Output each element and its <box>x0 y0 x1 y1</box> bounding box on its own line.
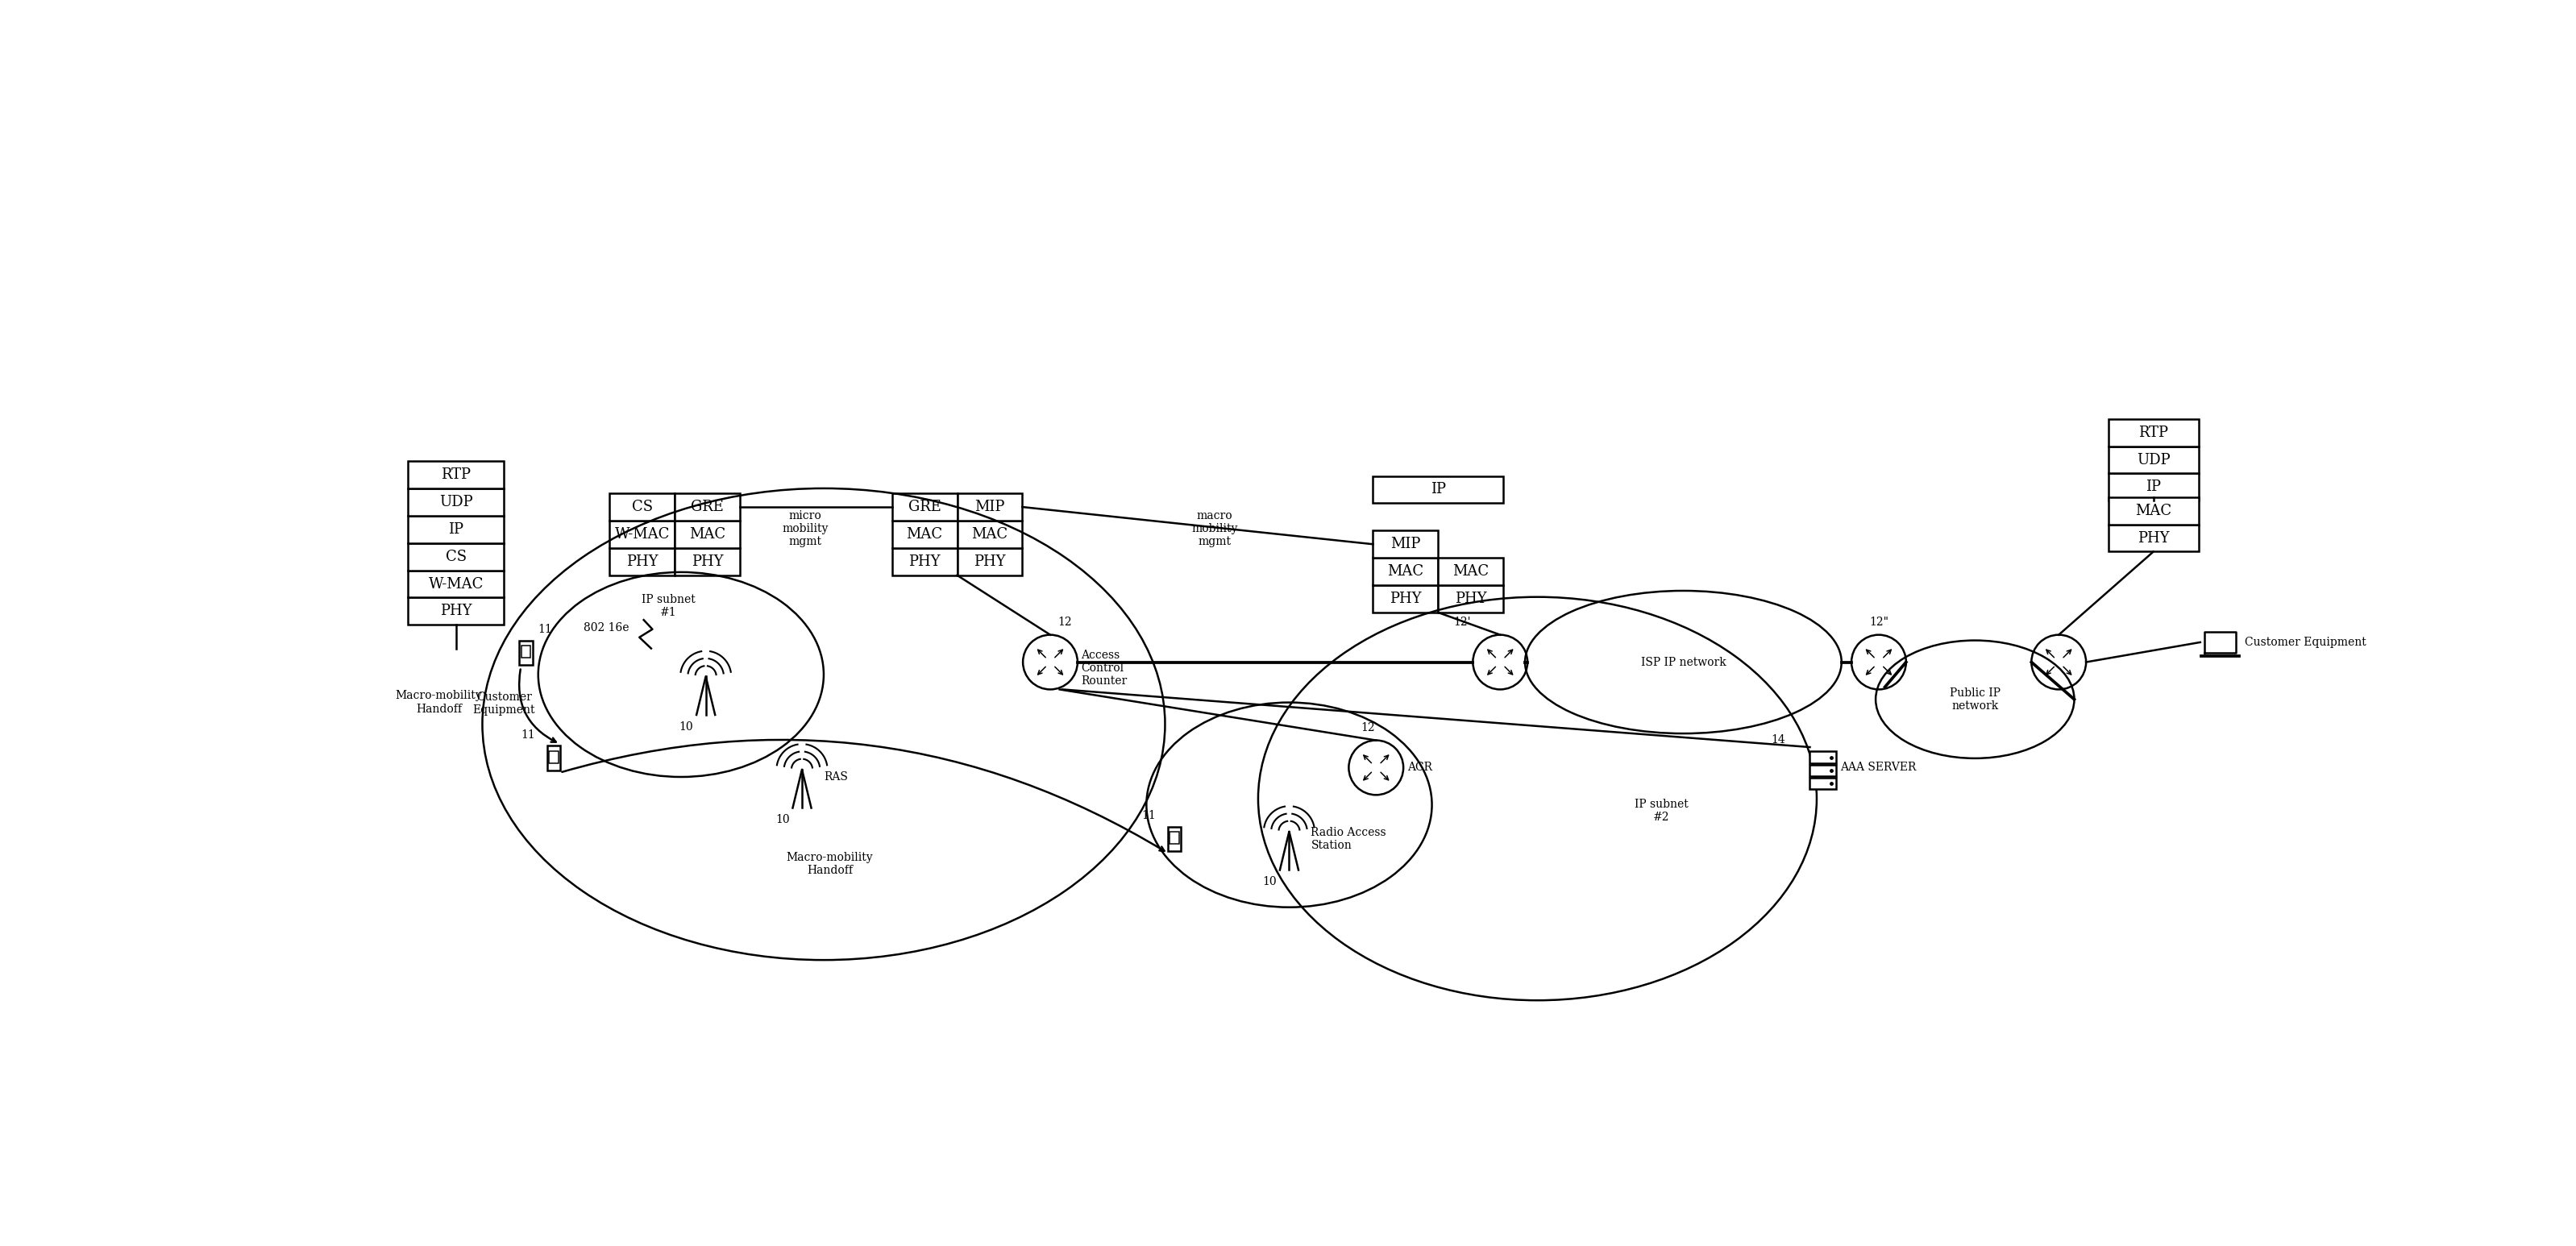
Text: PHY: PHY <box>690 554 724 569</box>
Text: micro
mobility
mgmt: micro mobility mgmt <box>783 510 829 547</box>
Bar <box>1170 831 1180 844</box>
Text: AAA SERVER: AAA SERVER <box>1839 763 1917 774</box>
Text: RAS: RAS <box>824 771 848 782</box>
Text: MIP: MIP <box>974 500 1005 515</box>
Text: IP subnet
#1: IP subnet #1 <box>641 594 696 618</box>
Bar <box>1373 558 1437 586</box>
Text: GRE: GRE <box>690 500 724 515</box>
Bar <box>1373 476 1504 503</box>
Text: Customer Equipment: Customer Equipment <box>2244 637 2367 648</box>
Bar <box>2107 446 2197 473</box>
Text: 11: 11 <box>538 624 551 635</box>
Bar <box>2107 497 2197 525</box>
Bar <box>407 543 505 571</box>
Text: GRE: GRE <box>909 500 940 515</box>
Circle shape <box>1350 740 1404 795</box>
Bar <box>675 548 739 576</box>
Text: ACR: ACR <box>1406 763 1432 774</box>
Text: PHY: PHY <box>1388 592 1422 606</box>
Text: UDP: UDP <box>438 495 474 510</box>
Bar <box>611 548 675 576</box>
Text: 11: 11 <box>520 730 536 741</box>
Bar <box>958 521 1023 548</box>
Bar <box>2107 525 2197 552</box>
Bar <box>2107 473 2197 501</box>
Text: PHY: PHY <box>2138 531 2169 546</box>
Bar <box>1811 765 1837 776</box>
Text: W-MAC: W-MAC <box>428 577 484 591</box>
Text: PHY: PHY <box>626 554 657 569</box>
Bar <box>611 521 675 548</box>
Text: RTP: RTP <box>2138 425 2169 440</box>
Bar <box>520 645 531 658</box>
Text: Macro-mobility
Handoff: Macro-mobility Handoff <box>397 690 482 715</box>
Bar <box>407 461 505 488</box>
Bar <box>891 521 958 548</box>
Text: CS: CS <box>446 549 466 564</box>
Text: IP: IP <box>2146 480 2161 495</box>
Bar <box>1373 531 1437 558</box>
Circle shape <box>1852 634 1906 689</box>
Bar <box>407 571 505 598</box>
Text: Customer
Equipment: Customer Equipment <box>474 692 536 715</box>
Text: 10: 10 <box>1262 876 1278 887</box>
Bar <box>546 746 562 771</box>
Circle shape <box>1473 634 1528 689</box>
Text: MAC: MAC <box>971 527 1007 542</box>
Bar <box>891 493 958 521</box>
Bar <box>1437 558 1504 586</box>
Text: 12': 12' <box>1453 617 1471 628</box>
Bar <box>675 493 739 521</box>
Bar <box>407 598 505 625</box>
Circle shape <box>1023 634 1077 689</box>
Text: CS: CS <box>631 500 652 515</box>
Bar <box>1167 826 1182 851</box>
Bar <box>518 640 533 665</box>
Text: ISP IP network: ISP IP network <box>1641 657 1726 668</box>
Text: Radio Access
Station: Radio Access Station <box>1311 827 1386 851</box>
Text: 10: 10 <box>680 721 693 733</box>
Circle shape <box>2032 634 2087 689</box>
Bar <box>958 548 1023 576</box>
Text: PHY: PHY <box>909 554 940 569</box>
Text: IP: IP <box>1430 482 1445 497</box>
Text: W-MAC: W-MAC <box>616 527 670 542</box>
Bar <box>958 493 1023 521</box>
Bar <box>611 493 675 521</box>
Text: 12: 12 <box>1059 617 1072 628</box>
Text: 12: 12 <box>1360 723 1376 734</box>
Text: 802 16e: 802 16e <box>585 622 629 634</box>
Bar <box>1373 586 1437 613</box>
Bar <box>549 751 559 764</box>
Text: PHY: PHY <box>974 554 1005 569</box>
Text: IP subnet
#2: IP subnet #2 <box>1636 799 1687 824</box>
Text: MAC: MAC <box>1453 564 1489 579</box>
Text: 14: 14 <box>1772 735 1785 746</box>
Text: MIP: MIP <box>1391 537 1419 552</box>
Text: Public IP
network: Public IP network <box>1950 688 2002 711</box>
Text: UDP: UDP <box>2136 452 2169 467</box>
Text: PHY: PHY <box>440 604 471 618</box>
Text: macro
mobility
mgmt: macro mobility mgmt <box>1193 510 1239 547</box>
Text: 11: 11 <box>1141 810 1157 821</box>
Bar <box>675 521 739 548</box>
Text: 10: 10 <box>775 814 791 825</box>
Bar <box>1811 778 1837 789</box>
Text: MAC: MAC <box>907 527 943 542</box>
Text: MAC: MAC <box>2136 503 2172 518</box>
Bar <box>1437 586 1504 613</box>
Bar <box>407 516 505 543</box>
Bar <box>2107 419 2197 446</box>
Text: MAC: MAC <box>690 527 726 542</box>
Text: 12": 12" <box>1870 617 1888 628</box>
Text: RTP: RTP <box>440 467 471 482</box>
Text: IP: IP <box>448 522 464 537</box>
Bar <box>891 548 958 576</box>
Bar <box>407 488 505 516</box>
Bar <box>1811 751 1837 764</box>
Text: Macro-mobility
Handoff: Macro-mobility Handoff <box>786 851 873 876</box>
Text: Access
Control
Rounter: Access Control Rounter <box>1082 649 1128 687</box>
Text: PHY: PHY <box>1455 592 1486 606</box>
Text: MAC: MAC <box>1388 564 1425 579</box>
